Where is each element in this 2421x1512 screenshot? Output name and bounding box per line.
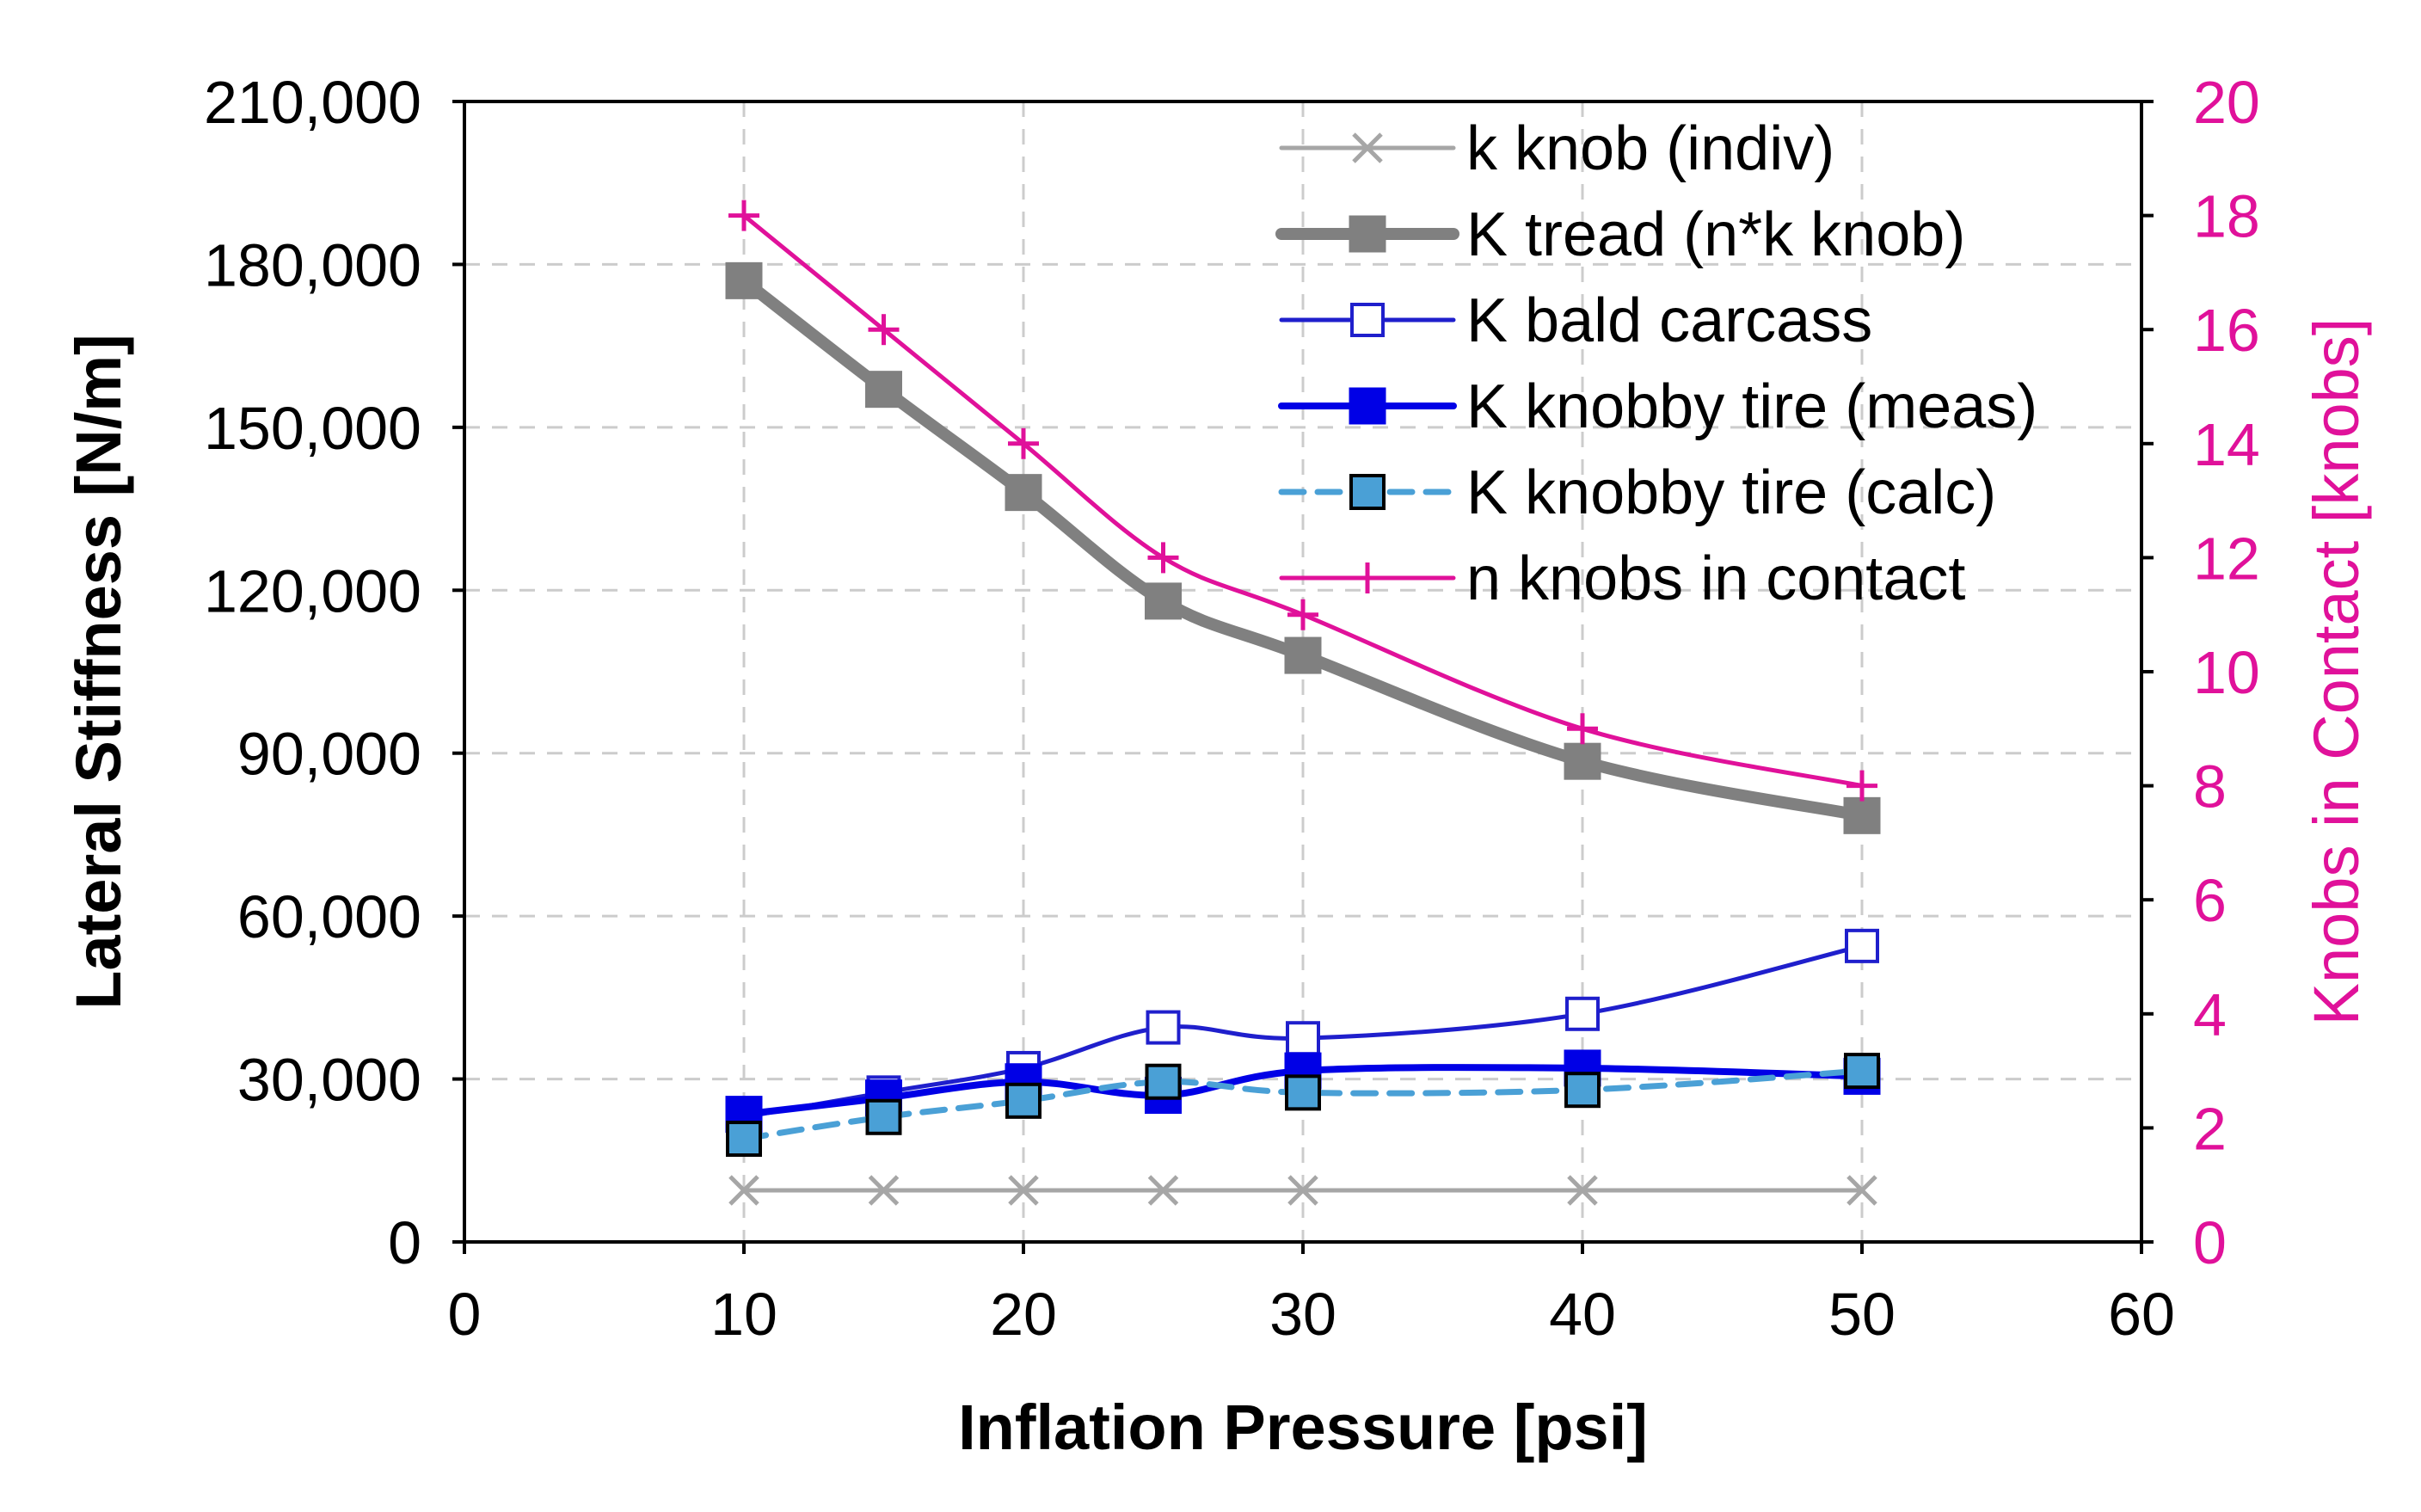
y2-axis-ticks: 0 2 4 6 8 10 12 14 16 18 20 bbox=[2141, 69, 2260, 1276]
data-point-2-6 bbox=[1564, 742, 1601, 780]
data-point-5-5 bbox=[1285, 1074, 1321, 1111]
y2-tick-label: 8 bbox=[2193, 753, 2227, 821]
legend-label: K tread (n*k knob) bbox=[1466, 200, 1965, 269]
series-layer bbox=[725, 200, 1881, 1206]
y-tick-label: 120,000 bbox=[204, 557, 421, 624]
data-point-5-4 bbox=[1145, 1063, 1182, 1100]
legend-entry-1: k knob (indiv) bbox=[1279, 114, 1834, 183]
legend-entry-2: K tread (n*k knob) bbox=[1275, 200, 1965, 269]
y2-tick-label: 12 bbox=[2193, 525, 2260, 592]
data-point-2-5 bbox=[1284, 636, 1322, 674]
series-6 bbox=[728, 200, 1877, 802]
data-point-legend-1 bbox=[1352, 132, 1383, 163]
y2-tick-label: 0 bbox=[2193, 1209, 2227, 1276]
legend-entry-4: K knobby tire (meas) bbox=[1278, 372, 2037, 441]
data-point-6-7 bbox=[1846, 770, 1877, 802]
data-point-6-2 bbox=[868, 314, 900, 346]
legend-label: n knobs in contact bbox=[1466, 544, 1965, 613]
legend-entry-6: n knobs in contact bbox=[1279, 544, 1965, 613]
y2-tick-label: 2 bbox=[2193, 1095, 2227, 1162]
legend-label: K knobby tire (calc) bbox=[1466, 458, 1996, 527]
legend: k knob (indiv) K tread (n*k knob) K bald c… bbox=[1275, 114, 2037, 613]
y2-tick-label: 6 bbox=[2193, 867, 2227, 934]
y2-tick-label: 14 bbox=[2193, 411, 2260, 478]
data-point-5-6 bbox=[1564, 1072, 1601, 1109]
y2-axis-title: Knobs in Contact [knobs] bbox=[2301, 318, 2372, 1026]
data-point-legend-4 bbox=[1349, 387, 1386, 425]
x-tick-label: 50 bbox=[1828, 1281, 1896, 1348]
data-point-legend-6 bbox=[1352, 562, 1383, 593]
y2-tick-label: 10 bbox=[2193, 639, 2260, 706]
legend-label: k knob (indiv) bbox=[1466, 114, 1834, 183]
data-point-3-5 bbox=[1286, 1021, 1320, 1056]
data-point-1-3 bbox=[1008, 1175, 1039, 1206]
data-point-2-3 bbox=[1005, 474, 1042, 512]
data-point-6-3 bbox=[1008, 427, 1039, 459]
data-point-1-4 bbox=[1147, 1175, 1179, 1206]
data-point-legend-3 bbox=[1350, 303, 1385, 337]
x-tick-label: 20 bbox=[990, 1281, 1057, 1348]
data-point-2-2 bbox=[865, 371, 902, 409]
y2-tick-label: 20 bbox=[2193, 69, 2260, 136]
x-tick-label: 0 bbox=[448, 1281, 482, 1348]
series-5 bbox=[726, 1053, 1880, 1158]
x-axis-title: Inflation Pressure [psi] bbox=[958, 1392, 1648, 1463]
x-tick-label: 10 bbox=[710, 1281, 777, 1348]
data-point-5-2 bbox=[865, 1098, 902, 1135]
data-point-1-1 bbox=[728, 1175, 759, 1206]
data-point-5-3 bbox=[1005, 1082, 1042, 1119]
data-point-5-7 bbox=[1844, 1053, 1880, 1090]
y2-tick-label: 4 bbox=[2193, 981, 2227, 1048]
y-axis-ticks: 0 30,000 60,000 90,000 120,000 150,000 180,000… bbox=[204, 69, 464, 1276]
series-1 bbox=[728, 1175, 1877, 1206]
y2-tick-label: 18 bbox=[2193, 183, 2260, 250]
data-point-6-6 bbox=[1567, 713, 1598, 745]
legend-label: K knobby tire (meas) bbox=[1466, 372, 2037, 441]
y-tick-label: 90,000 bbox=[237, 721, 421, 788]
data-point-legend-5 bbox=[1349, 474, 1386, 510]
data-point-5-1 bbox=[726, 1121, 762, 1158]
x-tick-label: 30 bbox=[1269, 1281, 1336, 1348]
y-tick-label: 0 bbox=[388, 1209, 421, 1276]
data-point-2-7 bbox=[1843, 796, 1881, 834]
y-tick-label: 60,000 bbox=[237, 883, 421, 950]
data-point-2-1 bbox=[725, 261, 763, 299]
data-point-1-5 bbox=[1287, 1175, 1318, 1206]
y-tick-label: 180,000 bbox=[204, 231, 421, 298]
data-point-2-4 bbox=[1145, 582, 1182, 620]
data-point-legend-2 bbox=[1349, 215, 1386, 253]
data-point-1-7 bbox=[1846, 1175, 1877, 1206]
data-point-1-2 bbox=[868, 1175, 900, 1206]
data-point-3-4 bbox=[1146, 1010, 1181, 1045]
data-point-1-6 bbox=[1567, 1175, 1598, 1206]
data-point-6-5 bbox=[1287, 599, 1318, 630]
y-axis-title: Lateral Stiffness [N/m] bbox=[63, 334, 134, 1009]
legend-entry-3: K bald carcass bbox=[1279, 286, 1872, 355]
x-axis-ticks: 0 10 20 30 40 50 60 bbox=[448, 1242, 2175, 1348]
x-tick-label: 60 bbox=[2108, 1281, 2175, 1348]
legend-entry-5: K knobby tire (calc) bbox=[1278, 458, 1996, 527]
data-point-6-1 bbox=[728, 200, 759, 231]
data-point-6-4 bbox=[1147, 542, 1179, 574]
data-point-3-6 bbox=[1565, 996, 1600, 1031]
legend-label: K bald carcass bbox=[1466, 286, 1872, 355]
y2-tick-label: 16 bbox=[2193, 297, 2260, 364]
y-tick-label: 150,000 bbox=[204, 395, 421, 462]
x-tick-label: 40 bbox=[1549, 1281, 1616, 1348]
data-point-3-7 bbox=[1845, 928, 1879, 963]
y-tick-label: 30,000 bbox=[237, 1047, 421, 1114]
y-tick-label: 210,000 bbox=[204, 69, 421, 136]
